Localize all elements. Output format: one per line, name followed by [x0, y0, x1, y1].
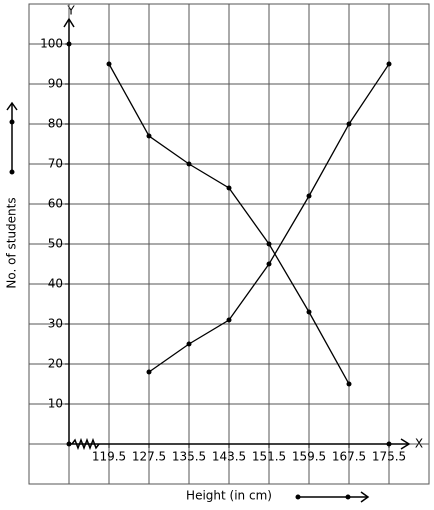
data-point: [226, 185, 232, 191]
x-tick-label: 119.5: [92, 450, 126, 464]
y-tick-label: 60: [48, 197, 63, 211]
x-axis-arrow: [400, 438, 411, 450]
y-axis-arrow: [63, 17, 75, 28]
x-tick-label: 151.5: [252, 450, 286, 464]
data-point: [226, 317, 232, 323]
data-point: [346, 121, 352, 127]
x-tick-label: 175.5: [372, 450, 406, 464]
data-point: [146, 369, 152, 375]
data-point: [186, 161, 192, 167]
data-point: [106, 61, 112, 67]
y-tick-label: 100: [40, 37, 63, 51]
y-tick-label: 80: [48, 117, 63, 131]
y-axis-name: Y: [66, 4, 75, 18]
x-axis-label: Height (in cm): [186, 489, 272, 503]
y-tick-label: 10: [48, 397, 63, 411]
decor-arrows: [6, 101, 370, 503]
y-tick-label: 50: [48, 237, 63, 251]
y-axis-dot: [66, 41, 72, 47]
data-point: [306, 193, 312, 199]
y-tick-label: 90: [48, 77, 63, 91]
x-tick-label: 135.5: [172, 450, 206, 464]
data-point: [146, 133, 152, 139]
y-axis-label: No. of students: [5, 197, 19, 288]
data-point: [346, 381, 352, 387]
x-tick-label: 159.5: [292, 450, 326, 464]
y-tick-label: 70: [48, 157, 63, 171]
y-tick-label: 30: [48, 317, 63, 331]
x-tick-label: 143.5: [212, 450, 246, 464]
x-axis-dot: [386, 441, 392, 447]
data-point: [266, 261, 272, 267]
data-point: [186, 341, 192, 347]
axis-break: [71, 437, 100, 451]
x-tick-label: 167.5: [332, 450, 366, 464]
data-point: [266, 241, 272, 247]
y-tick-label: 20: [48, 357, 63, 371]
y-tick-label: 40: [48, 277, 63, 291]
data-point: [386, 61, 392, 67]
x-tick-label: 127.5: [132, 450, 166, 464]
origin-dot: [66, 441, 72, 447]
data-point: [306, 309, 312, 315]
